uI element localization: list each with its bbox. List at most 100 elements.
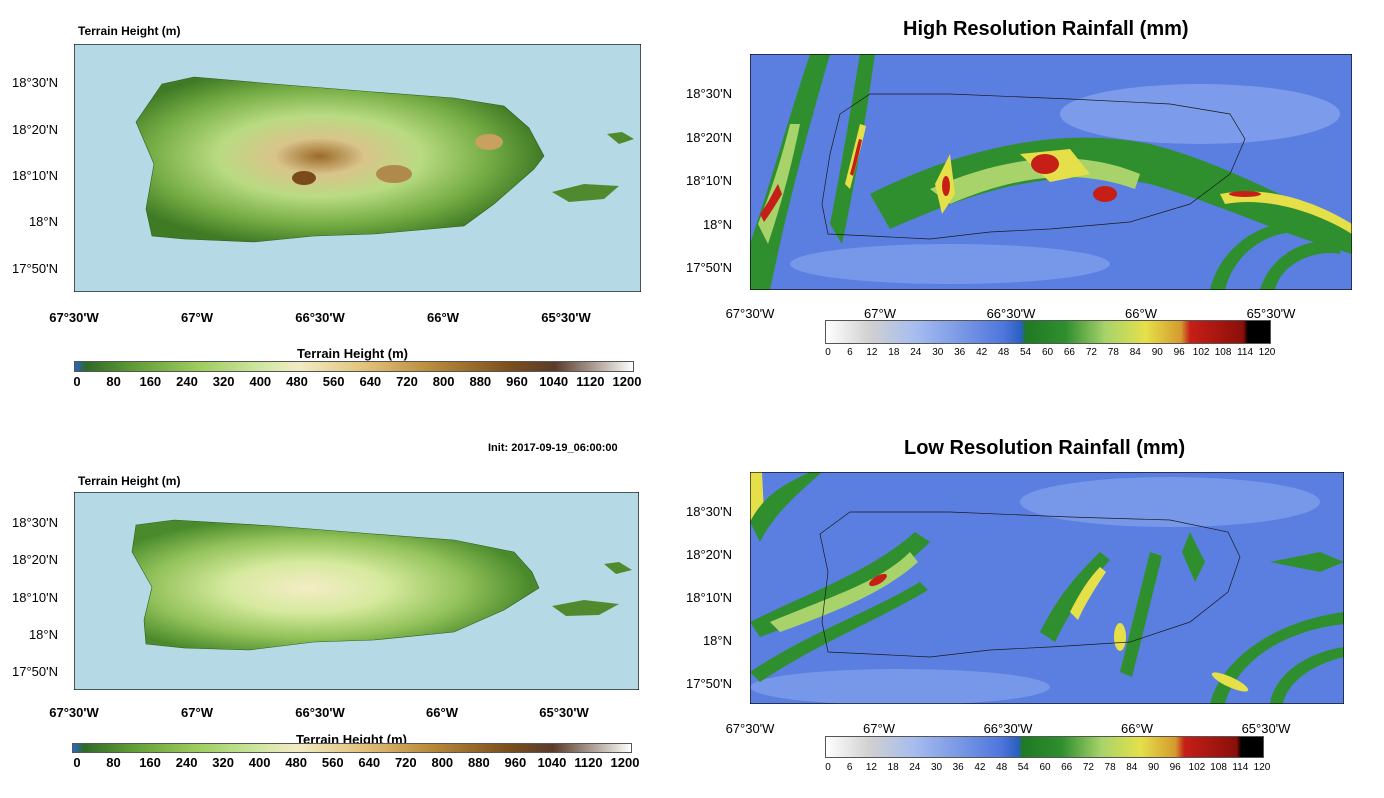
rain-colorbar <box>825 736 1264 758</box>
colorbar-tick-label: 120 <box>1258 347 1276 358</box>
terrain-lo-map <box>74 492 639 690</box>
colorbar-tick-label: 24 <box>909 762 921 773</box>
rain-lo-title: Low Resolution Rainfall (mm) <box>904 437 1186 459</box>
colorbar-tick-label: 54 <box>1017 762 1029 773</box>
colorbar-tick-label: 400 <box>249 374 272 389</box>
colorbar-tick-label: 24 <box>910 347 922 358</box>
colorbar-tick-label: 42 <box>974 762 986 773</box>
colorbar-tick-label: 78 <box>1107 347 1119 358</box>
rain-hi-map <box>750 54 1352 290</box>
lon-label: 66°W <box>1125 306 1157 321</box>
colorbar-tick-label: 96 <box>1169 762 1181 773</box>
colorbar-tick-label: 36 <box>954 347 966 358</box>
colorbar-tick-label: 560 <box>321 755 344 770</box>
lat-label: 18°20'N <box>686 547 732 562</box>
lat-label: 18°N <box>28 214 58 229</box>
colorbar-tick-label: 102 <box>1188 762 1206 773</box>
terrain-colorbar <box>74 361 634 372</box>
colorbar-tick-label: 30 <box>932 347 944 358</box>
lon-label: 67°W <box>863 721 895 736</box>
colorbar-tick-label: 66 <box>1063 347 1075 358</box>
colorbar-tick-label: 560 <box>322 374 345 389</box>
lat-label: 18°30'N <box>12 75 58 90</box>
puerto-rico-outline <box>821 93 1246 240</box>
terrain-colorbar-title: Terrain Height (m) <box>297 346 408 361</box>
lat-label: 18°N <box>702 217 732 232</box>
colorbar-tick-label: 800 <box>432 374 455 389</box>
colorbar-tick-label: 320 <box>212 755 234 770</box>
lon-label: 65°30'W <box>539 705 589 720</box>
colorbar-tick-label: 640 <box>359 374 382 389</box>
colorbar-tick-label: 1120 <box>574 755 603 770</box>
colorbar-tick-label: 120 <box>1253 762 1271 773</box>
lat-label: 18°N <box>28 627 58 642</box>
colorbar-tick-label: 42 <box>976 347 988 358</box>
colorbar-tick-label: 6 <box>846 762 853 773</box>
puerto-rico-outline <box>819 511 1241 658</box>
colorbar-tick-label: 1200 <box>612 374 642 389</box>
colorbar-tick-label: 48 <box>996 762 1008 773</box>
colorbar-tick-label: 1040 <box>539 374 569 389</box>
lat-label: 18°20'N <box>12 122 58 137</box>
lon-label: 66°30'W <box>295 705 345 720</box>
colorbar-tick-label: 72 <box>1085 347 1097 358</box>
colorbar-tick-label: 108 <box>1214 347 1232 358</box>
colorbar-tick-label: 960 <box>506 374 528 389</box>
lat-label: 18°30'N <box>686 504 732 519</box>
init-time: Init: 2017-09-19_06:00:00 <box>488 442 618 454</box>
colorbar-tick-label: 30 <box>930 762 943 773</box>
colorbar-tick-label: 160 <box>139 374 162 389</box>
colorbar-tick-label: 80 <box>106 374 121 389</box>
lon-label: 65°30'W <box>541 310 591 325</box>
colorbar-tick-label: 114 <box>1237 347 1254 358</box>
lon-label: 67°30'W <box>725 721 775 736</box>
colorbar-tick-label: 960 <box>504 755 527 770</box>
lon-label: 67°W <box>181 705 213 720</box>
terrain-hi-map <box>74 44 641 292</box>
colorbar-tick-label: 1040 <box>537 755 567 770</box>
colorbar-tick-label: 90 <box>1151 347 1163 358</box>
colorbar-tick-label: 90 <box>1147 762 1160 773</box>
rain-lo-map <box>750 472 1344 704</box>
colorbar-tick-label: 80 <box>106 755 121 770</box>
culebra-island <box>604 562 632 574</box>
lon-label: 67°W <box>864 306 896 321</box>
terrain-hi-title: Terrain Height (m) <box>78 24 181 38</box>
colorbar-tick-label: 102 <box>1192 347 1210 358</box>
lat-label: 18°30'N <box>686 86 732 101</box>
lat-label: 18°10'N <box>686 173 732 188</box>
terrain-lo-title: Terrain Height (m) <box>78 474 181 488</box>
colorbar-tick-label: 160 <box>139 755 161 770</box>
lat-label: 18°20'N <box>686 130 732 145</box>
colorbar-tick-label: 400 <box>248 755 271 770</box>
colorbar-tick-label: 0 <box>825 347 831 358</box>
colorbar-tick-label: 240 <box>175 755 198 770</box>
colorbar-tick-label: 880 <box>468 755 490 770</box>
colorbar-tick-label: 6 <box>847 347 853 358</box>
lat-label: 18°10'N <box>686 590 732 605</box>
terrain-colorbar <box>72 743 632 753</box>
colorbar-tick-label: 0 <box>825 762 831 773</box>
colorbar-tick-label: 800 <box>431 755 454 770</box>
colorbar-tick-label: 84 <box>1126 762 1138 773</box>
lon-label: 66°30'W <box>986 306 1036 321</box>
puerto-rico-landmass <box>131 519 540 651</box>
colorbar-tick-label: 880 <box>469 374 492 389</box>
lon-label: 67°30'W <box>49 310 99 325</box>
colorbar-tick-label: 78 <box>1104 762 1116 773</box>
lon-label: 66°W <box>1121 721 1153 736</box>
colorbar-tick-label: 114 <box>1232 762 1249 773</box>
colorbar-tick-label: 84 <box>1129 347 1141 358</box>
colorbar-tick-label: 66 <box>1061 762 1073 773</box>
lat-label: 18°20'N <box>12 552 58 567</box>
lon-label: 66°W <box>427 310 459 325</box>
colorbar-tick-label: 48 <box>998 347 1010 358</box>
lon-label: 65°30'W <box>1241 721 1291 736</box>
colorbar-tick-label: 108 <box>1210 762 1227 773</box>
colorbar-tick-label: 320 <box>212 374 235 389</box>
lat-label: 18°10'N <box>12 168 58 183</box>
vieques-island <box>552 600 619 616</box>
rain-hi-title: High Resolution Rainfall (mm) <box>903 18 1189 40</box>
lat-label: 17°50'N <box>686 260 732 275</box>
colorbar-tick-label: 18 <box>887 762 899 773</box>
